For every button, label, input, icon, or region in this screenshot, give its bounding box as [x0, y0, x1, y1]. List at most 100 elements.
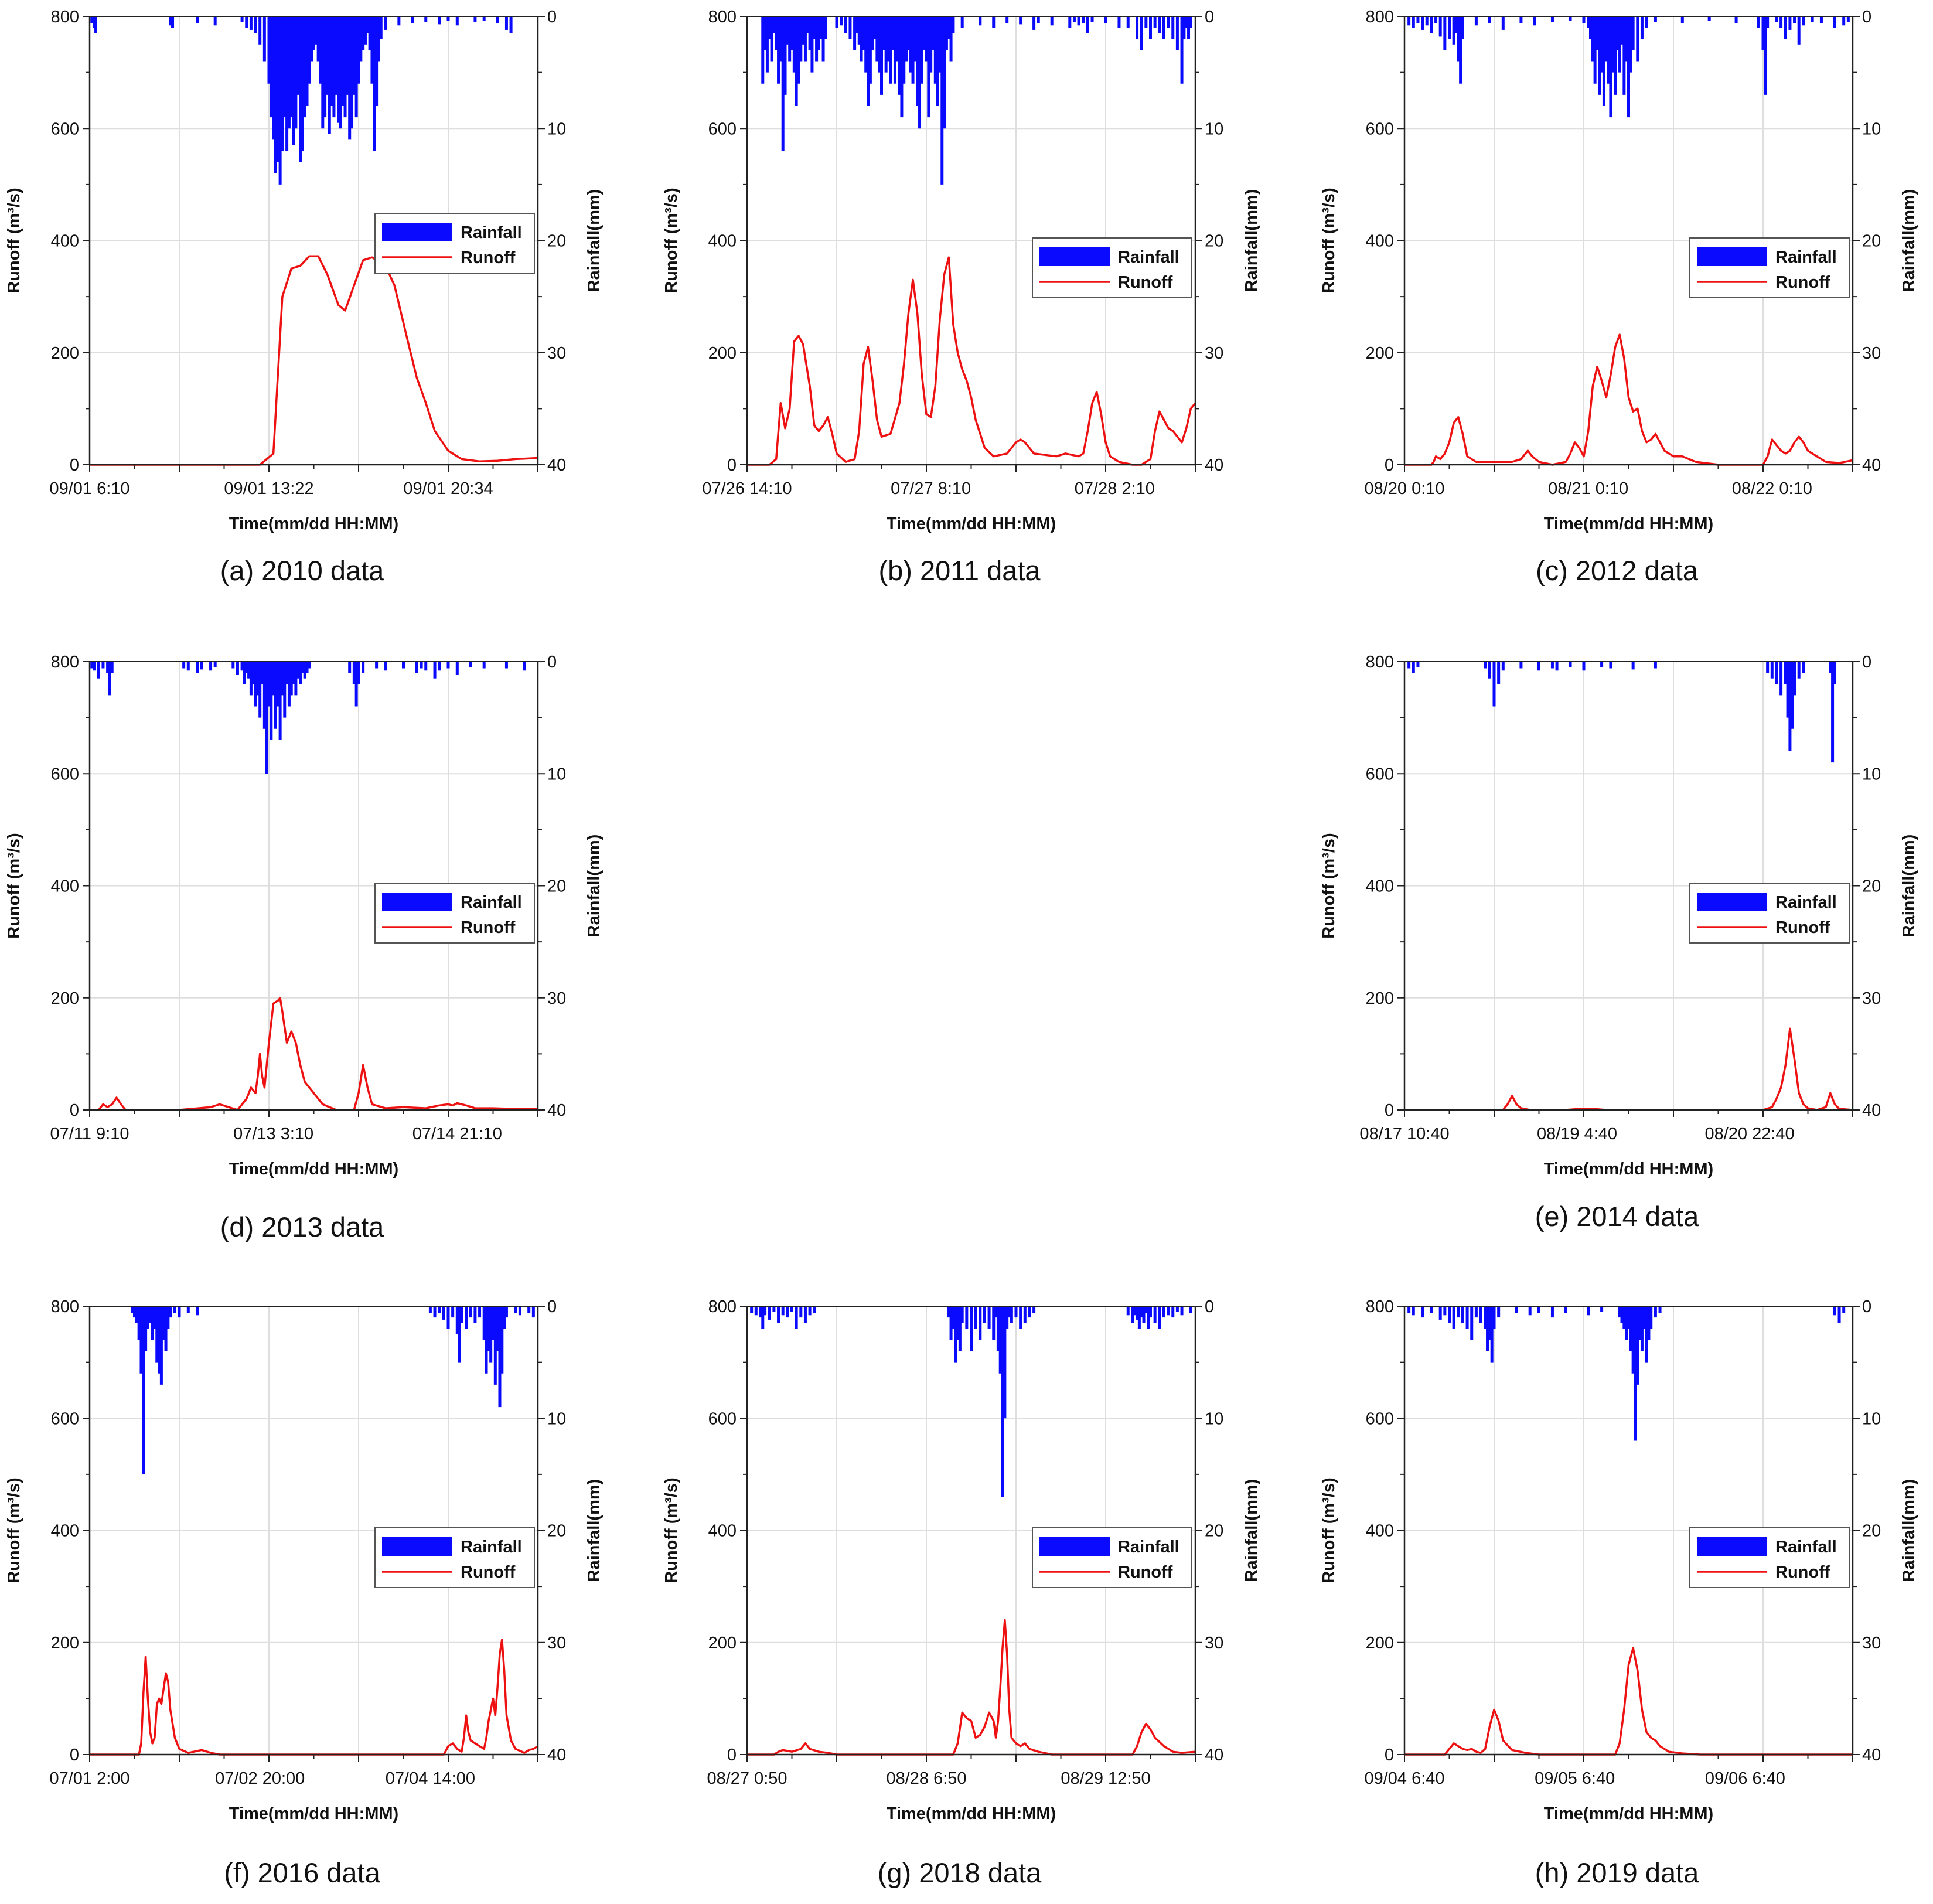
rainfall-bar	[1149, 1306, 1152, 1318]
rainfall-bar	[1707, 16, 1711, 21]
rainfall-bar	[245, 16, 248, 28]
rainfall-bar	[1479, 1306, 1482, 1323]
rainfall-bar	[970, 1306, 973, 1351]
rainfall-bar	[296, 662, 300, 679]
right-tick-label: 30	[547, 344, 566, 363]
rainfall-bar	[373, 16, 376, 151]
rainfall-bar	[139, 1306, 143, 1374]
right-tick-label: 30	[547, 1634, 566, 1653]
rainfall-bar	[169, 1306, 172, 1318]
rainfall-bar	[276, 16, 279, 162]
left-tick-label: 800	[51, 1297, 79, 1316]
rainfall-bar	[1072, 16, 1076, 22]
chart-panel-8: 0 200 400 600 800 0 10 20 30 40 09/04 6:40 09/05 6:…	[1320, 1297, 1918, 1888]
rainfall-bar	[1501, 16, 1505, 30]
right-tick-label: 10	[1205, 120, 1223, 138]
rainfall-bar	[1775, 662, 1778, 684]
x-tick-label: 08/19 4:40	[1537, 1125, 1617, 1143]
rainfall-bar	[294, 16, 298, 129]
x-tick-label: 07/14 21:10	[412, 1125, 502, 1143]
rainfall-bar	[770, 16, 773, 62]
right-axis-title: Rainfall(mm)	[585, 835, 604, 938]
rainfall-bar	[1766, 16, 1770, 28]
panel-caption: (e) 2014 data	[1535, 1201, 1699, 1232]
rainfall-bar	[929, 16, 933, 73]
x-tick-label: 07/28 2:10	[1075, 479, 1155, 498]
rainfall-bar	[947, 16, 950, 39]
rainfall-bar	[1609, 16, 1612, 118]
panel-caption: (h) 2019 data	[1535, 1857, 1699, 1888]
rainfall-bar	[960, 1306, 964, 1323]
left-tick-label: 800	[1366, 653, 1394, 672]
legend-runoff-label: Runoff	[461, 918, 516, 937]
right-tick-label: 20	[547, 877, 566, 896]
rainfall-bar	[808, 1306, 812, 1316]
x-tick-label: 07/27 8:10	[891, 479, 971, 498]
rainfall-bar	[1550, 16, 1554, 22]
rainfall-bar	[1833, 662, 1836, 684]
rainfall-bar	[101, 662, 105, 669]
rainfall-bar	[790, 16, 793, 50]
rainfall-bar	[442, 1306, 445, 1320]
panel-caption: (b) 2011 data	[878, 555, 1041, 586]
rainfall-bar	[379, 16, 383, 39]
rainfall-bar	[299, 662, 302, 684]
rainfall-bar	[93, 662, 96, 671]
rainfall-bar	[1149, 16, 1152, 39]
rainfall-bar	[433, 662, 437, 679]
rainfall-bar	[1153, 16, 1157, 28]
rainfall-bar	[137, 1306, 141, 1340]
rainfall-bar	[920, 16, 923, 84]
right-tick-label: 0	[547, 1297, 557, 1316]
rainfall-bar	[1629, 16, 1632, 73]
rainfall-bar	[1587, 16, 1590, 28]
rainfall-bar	[1831, 662, 1835, 763]
rainfall-bar	[285, 16, 289, 151]
runoff-line	[747, 1619, 1196, 1756]
rainfall-bar	[1438, 16, 1442, 37]
x-tick-label: 09/04 6:40	[1364, 1769, 1444, 1788]
legend: Rainfall Runoff	[374, 213, 535, 274]
rainfall-bar	[1788, 16, 1792, 30]
rainfall-bar	[965, 1306, 969, 1329]
rainfall-bar	[992, 16, 996, 28]
rainfall-bar	[1171, 16, 1175, 39]
x-tick-label: 07/11 9:10	[50, 1125, 129, 1143]
right-axis-title: Rainfall(mm)	[1900, 1479, 1918, 1582]
left-axis-title: Runoff (m³/s)	[1320, 188, 1338, 293]
rainfall-bar	[1158, 16, 1161, 33]
rainfall-bar	[303, 16, 306, 118]
rainfall-bar	[1788, 662, 1792, 751]
rainfall-bar	[1438, 1306, 1442, 1320]
rainfall-bar	[1582, 662, 1586, 671]
rainfall-bar	[1770, 662, 1774, 679]
rainfall-bar	[424, 662, 428, 671]
rainfall-bar	[173, 1306, 176, 1313]
rainfall-bar	[860, 16, 863, 62]
rainfall-bar	[1640, 1306, 1644, 1351]
rainfall-bar	[1082, 16, 1085, 23]
rainfall-bar	[366, 16, 369, 33]
left-tick-label: 200	[1366, 344, 1394, 363]
rainfall-bar	[1631, 16, 1635, 50]
rainfall-bar	[927, 16, 930, 118]
rainfall-bar	[487, 1306, 490, 1351]
rainfall-bar	[292, 662, 295, 684]
rainfall-bar	[871, 16, 874, 50]
rainfall-bar	[1454, 16, 1458, 33]
rainfall-bar	[1596, 16, 1599, 50]
rainfall-bar	[144, 1306, 148, 1351]
legend: Rainfall Runoff	[1689, 883, 1850, 944]
rainfall-bar	[1448, 16, 1451, 39]
rainfall-bar	[1766, 662, 1770, 673]
rainfall-bar	[301, 16, 304, 151]
rainfall-bar	[1185, 16, 1188, 28]
rainfall-bar	[1634, 1306, 1637, 1441]
x-tick-label: 09/01 6:10	[49, 479, 129, 498]
rainfall-bar	[310, 16, 313, 62]
rainfall-bar	[325, 16, 329, 95]
rainfall-bar	[1430, 1306, 1433, 1313]
right-axis-title: Rainfall(mm)	[1242, 1479, 1261, 1582]
rainfall-bar	[1077, 16, 1080, 26]
x-axis-title: Time(mm/dd HH:MM)	[1544, 515, 1713, 533]
